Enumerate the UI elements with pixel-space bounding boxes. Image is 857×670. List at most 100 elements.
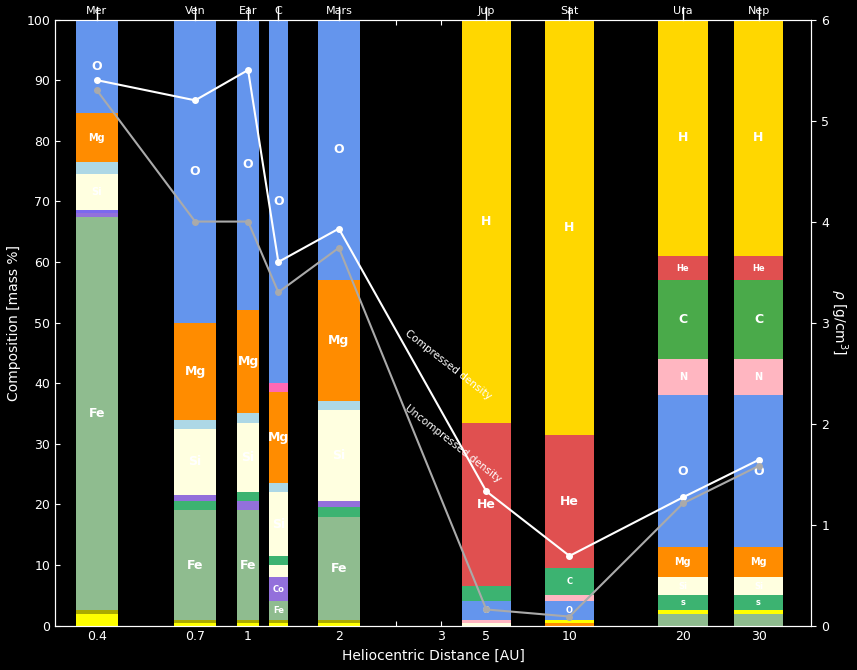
Bar (734, 280, 783, 359)
Y-axis label: Composition [mass %]: Composition [mass %] (7, 245, 21, 401)
Text: Co: Co (273, 585, 285, 594)
Text: O: O (92, 60, 102, 73)
Bar (658, 19, 708, 256)
Text: He: He (476, 498, 495, 511)
Bar (734, 610, 783, 614)
X-axis label: Heliocentric Distance [AU]: Heliocentric Distance [AU] (342, 649, 524, 663)
Bar (545, 620, 594, 622)
Text: Mg: Mg (674, 557, 692, 567)
Text: Si: Si (242, 451, 255, 464)
Text: Si: Si (92, 188, 102, 197)
Bar (269, 383, 288, 392)
Text: H: H (564, 220, 575, 234)
Text: C: C (274, 7, 282, 17)
Bar (76, 113, 117, 162)
Text: Si: Si (754, 582, 763, 591)
Bar (318, 501, 360, 507)
Bar (269, 577, 288, 602)
Text: O: O (678, 464, 688, 478)
Bar (545, 602, 594, 620)
Bar (76, 214, 117, 216)
Bar (545, 596, 594, 602)
Bar (734, 577, 783, 596)
Bar (318, 622, 360, 626)
Bar (237, 310, 260, 413)
Bar (269, 602, 288, 620)
Bar (237, 622, 260, 626)
Bar (462, 19, 511, 423)
Text: O: O (333, 143, 345, 156)
Text: C: C (566, 577, 572, 586)
Text: C: C (679, 313, 687, 326)
Text: Si: Si (189, 456, 201, 468)
Bar (545, 622, 594, 626)
Bar (76, 174, 117, 210)
Bar (734, 395, 783, 547)
Bar (237, 492, 260, 501)
Bar (734, 19, 783, 256)
Text: Ven: Ven (185, 7, 206, 17)
Text: Mars: Mars (326, 7, 352, 17)
Text: He: He (560, 495, 579, 508)
Text: Mg: Mg (750, 557, 767, 567)
Bar (237, 511, 260, 620)
Bar (318, 401, 360, 411)
Bar (462, 622, 511, 626)
Text: Mg: Mg (184, 364, 206, 378)
Bar (76, 614, 117, 626)
Text: Jup: Jup (477, 7, 495, 17)
Text: Si: Si (272, 518, 285, 531)
Text: Sat: Sat (560, 7, 578, 17)
Text: H: H (481, 214, 492, 228)
Bar (734, 256, 783, 280)
Bar (174, 19, 216, 322)
Text: C: C (754, 313, 763, 326)
Bar (462, 592, 511, 602)
Text: O: O (273, 195, 284, 208)
Bar (174, 622, 216, 626)
Bar (237, 423, 260, 492)
Bar (658, 596, 708, 610)
Bar (462, 423, 511, 586)
Text: Si: Si (679, 582, 687, 591)
Bar (269, 565, 288, 577)
Bar (658, 256, 708, 280)
Bar (174, 501, 216, 511)
Text: Mg: Mg (237, 356, 259, 369)
Text: s: s (756, 598, 761, 608)
Bar (545, 568, 594, 596)
Bar (318, 507, 360, 517)
Text: He: He (677, 263, 689, 273)
Bar (269, 492, 288, 556)
Bar (174, 419, 216, 429)
Text: Mg: Mg (88, 133, 105, 143)
Bar (318, 411, 360, 501)
Text: Nep: Nep (747, 7, 770, 17)
Bar (174, 620, 216, 622)
Text: H: H (753, 131, 764, 144)
Text: Mer: Mer (87, 7, 107, 17)
Text: Fe: Fe (88, 407, 105, 420)
Bar (269, 483, 288, 492)
Bar (269, 620, 288, 622)
Text: Fe: Fe (273, 606, 284, 615)
Bar (658, 547, 708, 577)
Text: O: O (190, 165, 201, 178)
Bar (658, 395, 708, 547)
Bar (174, 429, 216, 495)
Text: Mg: Mg (267, 431, 289, 444)
Bar (545, 19, 594, 435)
Bar (658, 577, 708, 596)
Bar (237, 413, 260, 423)
Text: N: N (754, 372, 763, 382)
Bar (174, 511, 216, 620)
Bar (76, 216, 117, 610)
Bar (734, 614, 783, 626)
Text: O: O (482, 606, 490, 615)
Bar (318, 517, 360, 620)
Text: N: N (679, 372, 687, 382)
Text: s: s (680, 598, 686, 608)
Text: Fe: Fe (240, 559, 256, 572)
Bar (76, 19, 117, 113)
Bar (269, 392, 288, 483)
